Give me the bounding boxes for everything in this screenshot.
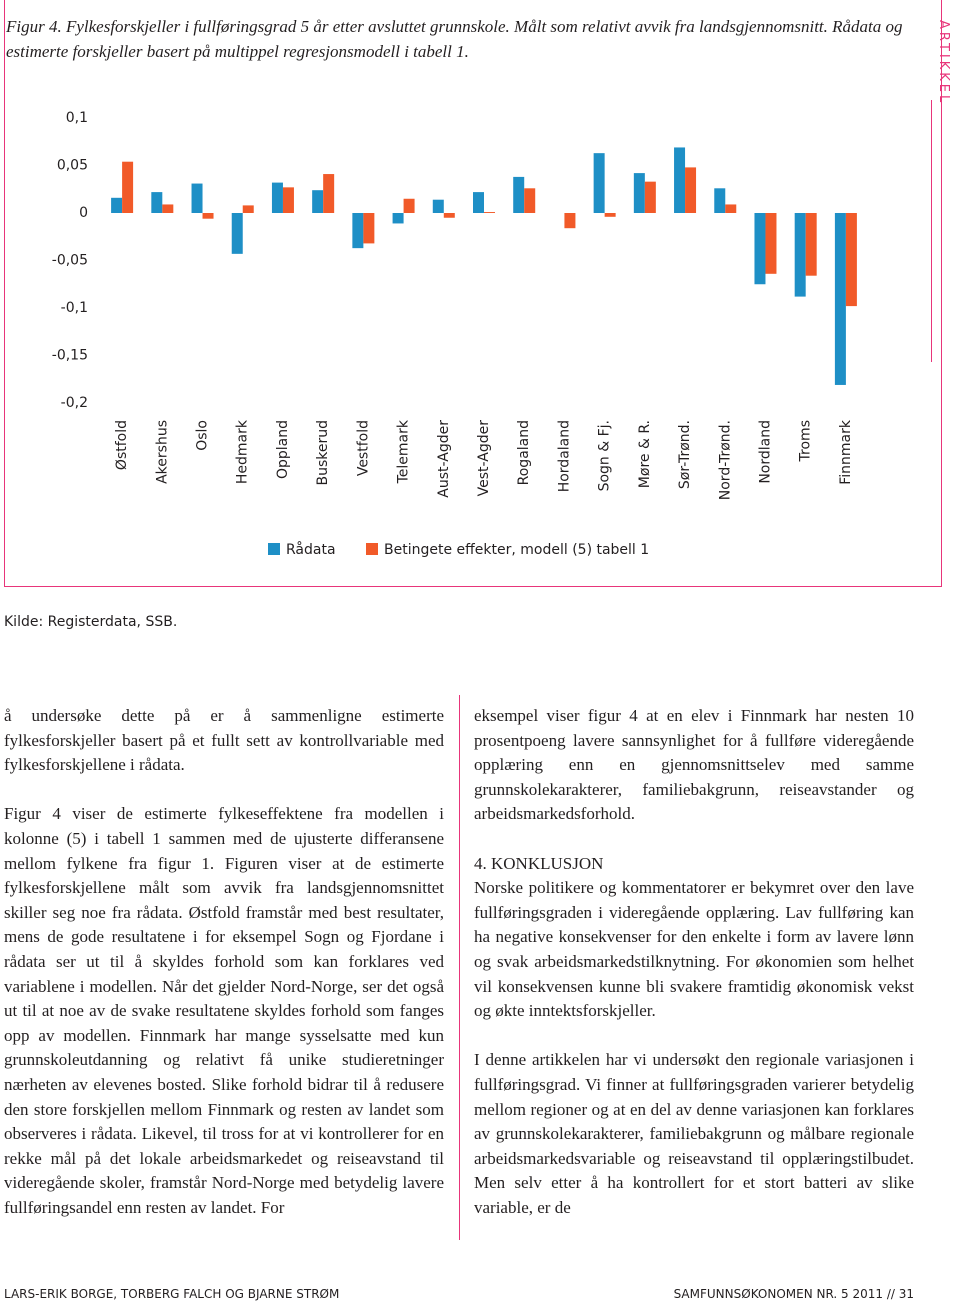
figure-source: Kilde: Registerdata, SSB. bbox=[4, 614, 178, 630]
x-tick-label: Nord-Trønd. bbox=[717, 420, 733, 500]
y-tick-label: -0,1 bbox=[61, 300, 88, 316]
bar bbox=[242, 205, 254, 213]
bar bbox=[403, 198, 415, 213]
chart: 0,1 0,05 0 -0,05 -0,1 -0,15 -0,2 Østfold Akershu… bbox=[52, 110, 857, 558]
bar bbox=[352, 213, 364, 249]
bar bbox=[794, 213, 806, 297]
bar bbox=[443, 213, 455, 218]
bar bbox=[363, 213, 375, 244]
paragraph: Figur 4 viser de estimerte fylkeseffekte… bbox=[4, 804, 444, 1217]
bar bbox=[765, 213, 777, 274]
bar bbox=[473, 192, 484, 213]
paragraph: å undersøke dette på er å sammenligne es… bbox=[4, 706, 444, 775]
bar bbox=[714, 188, 726, 213]
bar bbox=[282, 187, 294, 213]
section-label: ARTIKKEL bbox=[936, 20, 951, 106]
bar bbox=[151, 192, 163, 213]
paragraph: I denne artikkelen har vi undersøkt den … bbox=[474, 1050, 914, 1217]
y-tick-label: -0,2 bbox=[61, 395, 88, 411]
section-heading: 4. KONKLUSJON bbox=[474, 853, 604, 873]
footer-journal: SAMFUNNSØKONOMEN NR. 5 2011 // 31 bbox=[673, 1287, 914, 1301]
y-tick-label: 0,05 bbox=[57, 158, 88, 174]
x-tick-label: Troms bbox=[798, 420, 814, 462]
x-tick-label: Hedmark bbox=[235, 419, 251, 484]
right-column: eksempel viser figur 4 at en elev i Finn… bbox=[474, 704, 914, 1245]
bar bbox=[674, 147, 686, 213]
bar bbox=[564, 213, 576, 229]
x-tick-label: Østfold bbox=[114, 420, 130, 470]
bar bbox=[524, 188, 536, 213]
bar bbox=[111, 197, 123, 213]
x-tick-label: Hordaland bbox=[556, 420, 572, 492]
bar bbox=[845, 213, 857, 307]
x-tick-label: Aust-Agder bbox=[436, 420, 452, 498]
bar bbox=[323, 174, 335, 213]
bar bbox=[685, 167, 697, 213]
bar bbox=[644, 181, 656, 213]
x-tick-label: Nordland bbox=[757, 420, 773, 484]
bar bbox=[312, 190, 324, 213]
x-tick-label: Oppland bbox=[275, 420, 291, 479]
x-tick-label: Akershus bbox=[154, 420, 170, 484]
paragraph: eksempel viser figur 4 at en elev i Finn… bbox=[474, 706, 914, 824]
paragraph: Norske politikere og kommentatorer er be… bbox=[474, 878, 914, 1021]
bar bbox=[392, 213, 404, 224]
y-tick-label: -0,05 bbox=[52, 253, 88, 269]
bar bbox=[834, 213, 846, 385]
legend-swatch bbox=[366, 543, 378, 555]
x-tick-label: Oslo bbox=[195, 420, 211, 451]
left-column: å undersøke dette på er å sammenligne es… bbox=[4, 704, 444, 1245]
bar bbox=[604, 213, 616, 217]
bar bbox=[432, 199, 444, 213]
x-tick-label: Sogn & Fj. bbox=[597, 420, 613, 491]
legend-label: Betingete effekter, modell (5) tabell 1 bbox=[384, 542, 649, 558]
y-tick-label: 0 bbox=[79, 205, 88, 221]
x-tick-label: Møre & R. bbox=[637, 420, 653, 488]
x-tick-label: Rogaland bbox=[516, 420, 532, 485]
column-rule bbox=[459, 695, 460, 1240]
x-tick-label: Buskerud bbox=[315, 420, 331, 486]
bar bbox=[484, 212, 495, 213]
bar bbox=[725, 204, 737, 213]
side-rule bbox=[931, 100, 932, 362]
bar bbox=[513, 176, 525, 213]
bar bbox=[754, 213, 766, 285]
bar bbox=[593, 153, 605, 213]
bar bbox=[202, 213, 214, 219]
x-tick-label: Finnmark bbox=[838, 419, 854, 485]
figure-caption: Figur 4. Fylkesforskjeller i fullførings… bbox=[6, 17, 903, 61]
x-tick-label: Vest-Agder bbox=[476, 420, 492, 497]
x-tick-label: Telemark bbox=[396, 419, 412, 484]
y-tick-label: 0,1 bbox=[66, 110, 88, 126]
figure-frame bbox=[4, 0, 942, 587]
bar bbox=[633, 173, 645, 213]
bar bbox=[162, 204, 174, 213]
footer-authors: LARS-ERIK BORGE, TORBERG FALCH OG BJARNE… bbox=[4, 1287, 340, 1301]
x-tick-label: Vestfold bbox=[355, 420, 371, 476]
bar bbox=[191, 183, 203, 213]
legend-swatch bbox=[268, 543, 280, 555]
bar bbox=[271, 182, 283, 213]
legend-label: Rådata bbox=[286, 541, 336, 558]
bar bbox=[231, 213, 243, 254]
x-tick-label: Sør-Trønd. bbox=[677, 420, 693, 489]
y-tick-label: -0,15 bbox=[52, 348, 88, 364]
bar bbox=[805, 213, 817, 276]
bar bbox=[122, 161, 134, 213]
